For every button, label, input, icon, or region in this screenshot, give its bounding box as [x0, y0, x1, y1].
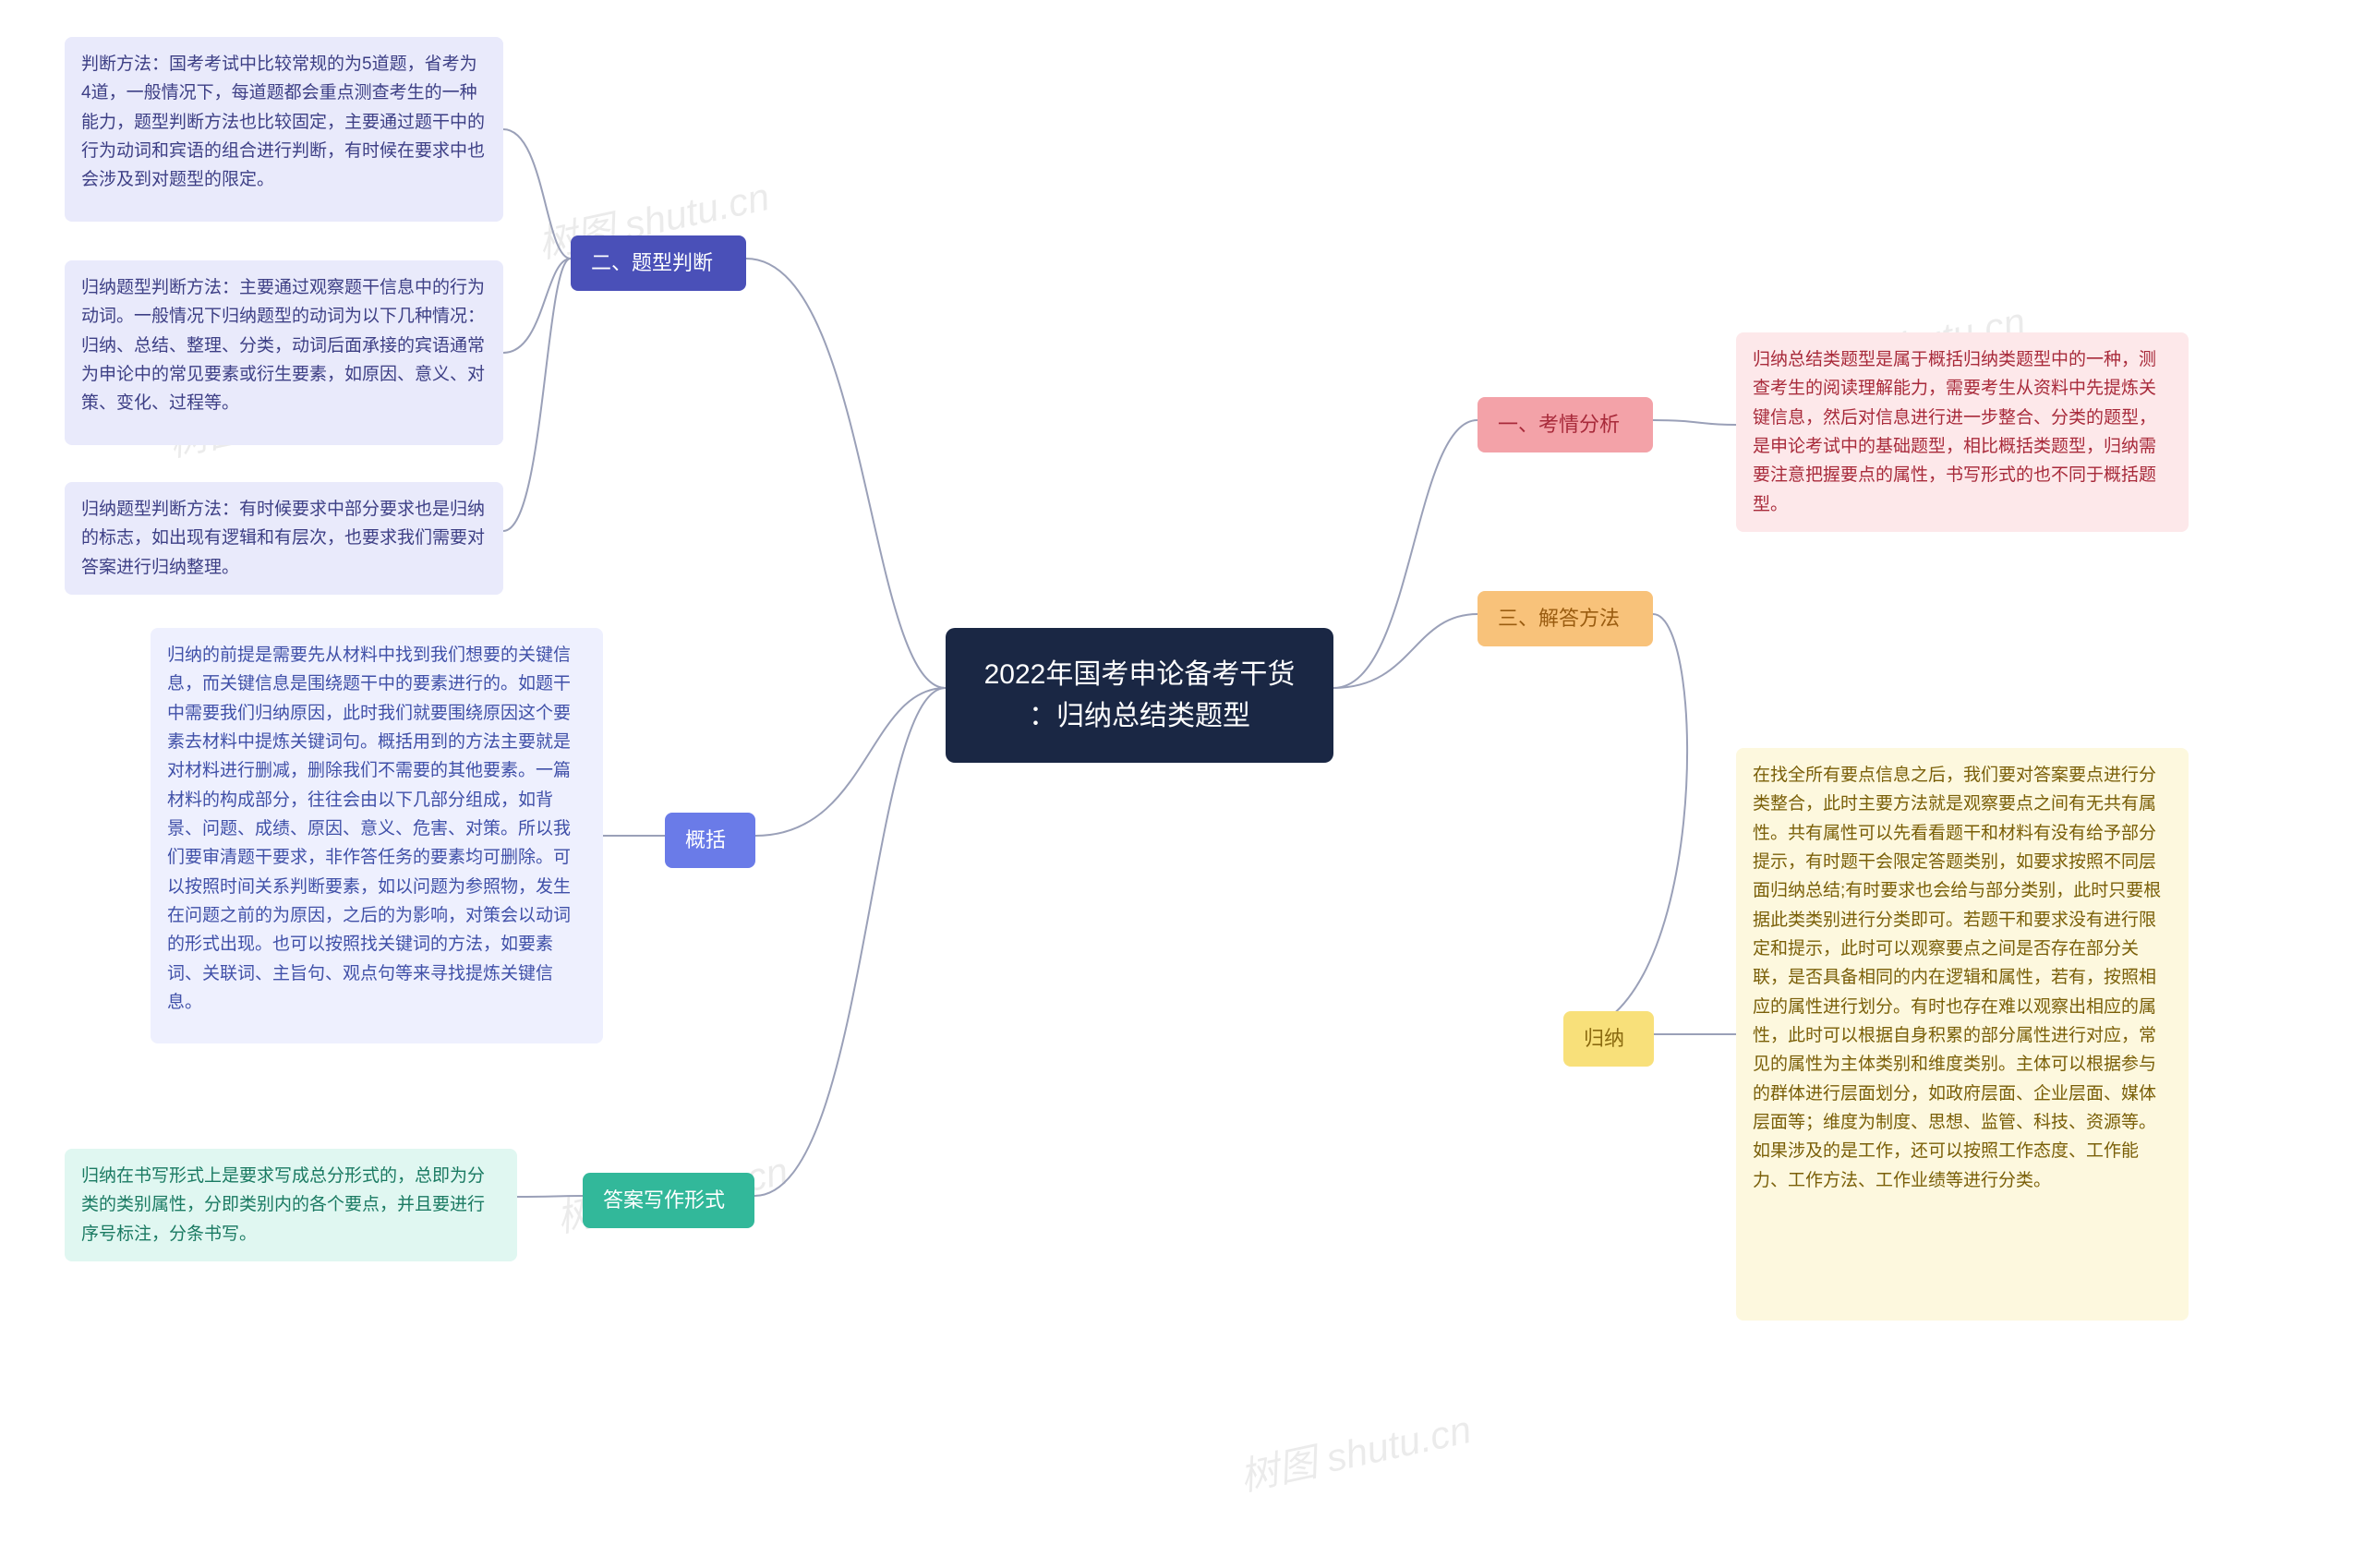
leaf-judge-method-verb: 归纳题型判断方法：主要通过观察题干信息中的行为动词。一般情况下归纳题型的动词为以…: [65, 260, 503, 445]
branch-answer-format: 答案写作形式: [583, 1173, 754, 1228]
branch-induction: 归纳: [1563, 1011, 1654, 1067]
leaf-summary-desc: 归纳的前提是需要先从材料中找到我们想要的关键信息，而关键信息是围绕题干中的要素进…: [151, 628, 603, 1043]
leaf-answer-format-desc: 归纳在书写形式上是要求写成总分形式的，总即为分类的类别属性，分即类别内的各个要点…: [65, 1149, 517, 1261]
mindmap-center: 2022年国考申论备考干货：归纳总结类题型: [946, 628, 1333, 763]
branch-type-judgment: 二、题型判断: [571, 235, 746, 291]
watermark: 树图 shutu.cn: [1234, 1398, 1476, 1502]
leaf-induction-desc: 在找全所有要点信息之后，我们要对答案要点进行分类整合，此时主要方法就是观察要点之…: [1736, 748, 2189, 1321]
leaf-exam-analysis-desc: 归纳总结类题型是属于概括归纳类题型中的一种，测查考生的阅读理解能力，需要考生从资…: [1736, 332, 2189, 532]
leaf-judge-method-general: 判断方法：国考考试中比较常规的为5道题，省考为4道，一般情况下，每道题都会重点测…: [65, 37, 503, 222]
branch-solution-method: 三、解答方法: [1478, 591, 1653, 646]
branch-summary: 概括: [665, 813, 755, 868]
branch-exam-analysis: 一、考情分析: [1478, 397, 1653, 452]
leaf-judge-method-req: 归纳题型判断方法：有时候要求中部分要求也是归纳的标志，如出现有逻辑和有层次，也要…: [65, 482, 503, 595]
